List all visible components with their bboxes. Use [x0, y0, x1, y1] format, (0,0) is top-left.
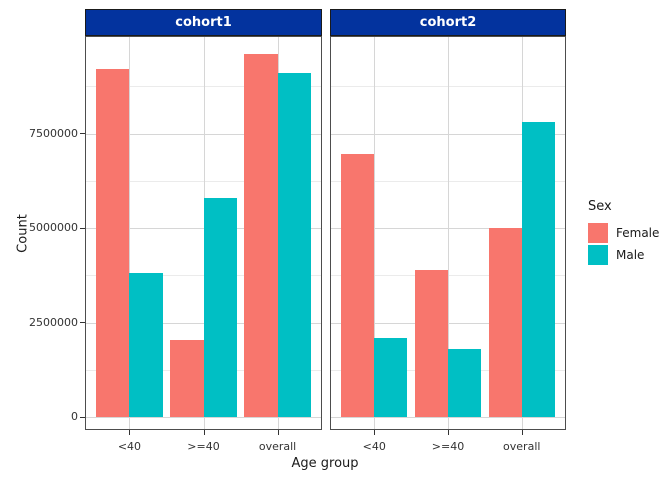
x-tick-label: <40: [362, 440, 386, 453]
facet-strip-cohort2: cohort2: [330, 9, 566, 36]
bar-cohort2-male-2: [521, 122, 555, 417]
y-tick-mark: [80, 322, 85, 323]
x-tick-label: >=40: [187, 440, 220, 453]
y-tick-label: 7500000: [29, 126, 78, 140]
bar-cohort2-male-1: [448, 348, 482, 417]
y-tick-label: 0: [71, 410, 78, 423]
x-axis-title: Age group: [291, 456, 359, 471]
x-tick-label: overall: [258, 440, 297, 453]
x-tick-mark: [277, 430, 279, 435]
bar-cohort1-female-0: [96, 69, 130, 417]
bar-cohort1-male-1: [203, 197, 237, 417]
facet-strip-cohort1: cohort1: [85, 9, 322, 36]
bar-cohort1-male-2: [277, 73, 311, 417]
legend-title: Sex: [588, 199, 612, 214]
x-tick-mark: [448, 430, 449, 435]
legend-key-swatch: [588, 245, 608, 265]
gridline-major-vertical: [129, 37, 131, 429]
legend-item-female: Female: [588, 223, 659, 243]
bar-cohort2-female-2: [488, 228, 522, 417]
y-tick-label: 5000000: [29, 221, 78, 234]
bar-cohort1-female-2: [244, 54, 278, 417]
x-tick-label: >=40: [431, 440, 465, 453]
facet-strip-label: cohort1: [175, 15, 232, 30]
facet-strip-label: cohort2: [419, 15, 477, 30]
legend-item-male: Male: [588, 245, 659, 265]
bar-cohort2-female-1: [414, 269, 448, 417]
legend-key-swatch: [588, 223, 608, 243]
bar-cohort2-female-0: [341, 154, 375, 417]
gridline-major-vertical: [448, 37, 449, 429]
panel-border: [330, 36, 566, 430]
gridline-major-vertical: [374, 37, 376, 429]
y-tick-mark: [80, 416, 85, 418]
legend: Sex Female Male: [588, 199, 659, 267]
x-tick-label: <40: [117, 440, 142, 453]
x-tick-label: overall: [503, 440, 541, 453]
y-tick-mark: [80, 133, 85, 134]
x-tick-mark: [203, 430, 205, 435]
legend-item-label: Female: [616, 226, 660, 240]
y-tick-label: 2500000: [29, 315, 78, 329]
bar-cohort1-male-0: [129, 273, 163, 417]
x-tick-mark: [129, 430, 131, 435]
bar-cohort2-male-0: [374, 337, 408, 417]
legend-item-label: Male: [616, 248, 645, 262]
legend-items: Female Male: [588, 223, 659, 265]
x-tick-mark: [521, 430, 523, 435]
x-tick-mark: [374, 430, 376, 435]
bar-cohort1-female-1: [170, 339, 204, 417]
panel-border: [85, 36, 322, 430]
y-tick-mark: [80, 227, 85, 229]
